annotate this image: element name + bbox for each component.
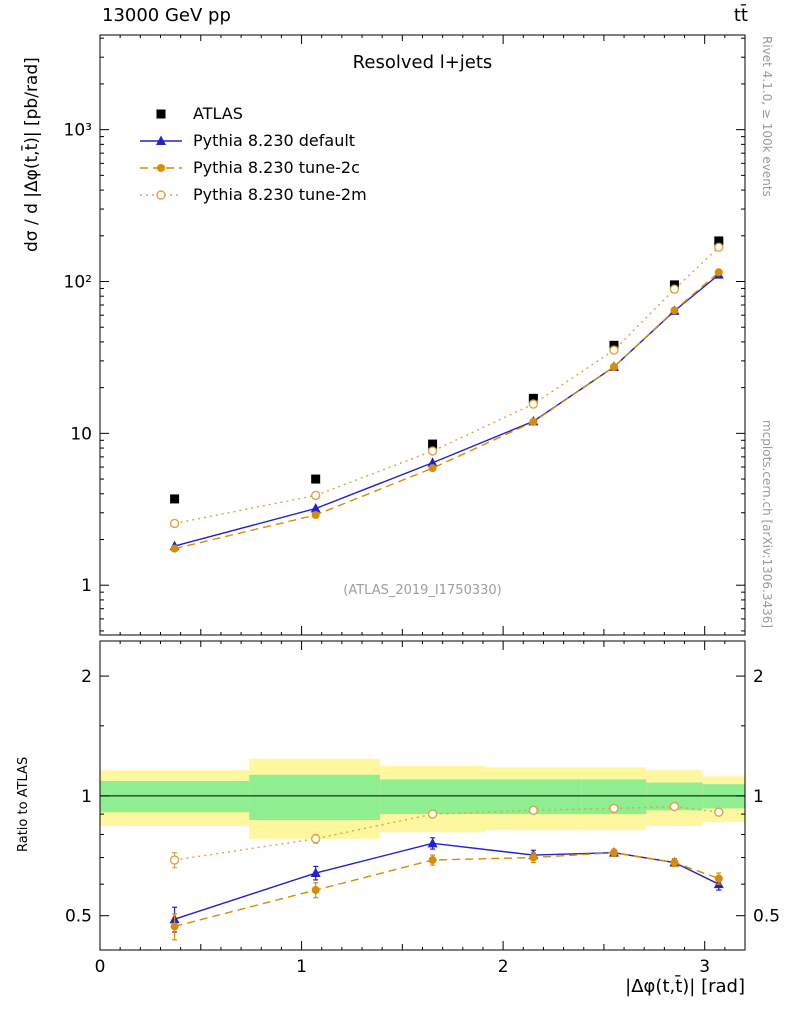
svg-text:2: 2 (753, 667, 764, 687)
svg-text:3: 3 (699, 957, 710, 977)
legend-marker-circle-open-icon (140, 189, 182, 200)
legend-marker-square-filled-icon (156, 109, 166, 118)
beam-energy-label: 13000 GeV pp (102, 5, 231, 26)
x-axis-label: |Δφ(t,t̄)| [rad] (625, 976, 745, 997)
plot-title: Resolved l+jets (352, 52, 493, 73)
svg-text:2: 2 (81, 667, 92, 687)
ratio-y-axis-label: Ratio to ATLAS (16, 756, 31, 852)
svg-text:1: 1 (81, 787, 92, 807)
rivet-version-caption: Rivet 4.1.0, ≥ 100k events (760, 36, 774, 197)
svg-text:0.5: 0.5 (65, 907, 92, 927)
svg-text:1: 1 (81, 576, 92, 596)
process-label: tt̄ (733, 5, 748, 26)
legend-item-label: Pythia 8.230 tune-2c (193, 158, 360, 177)
legend-marker-triangle-filled-icon (140, 135, 182, 145)
legend-marker-circle-filled-icon (140, 163, 182, 172)
legend-item-label: ATLAS (193, 104, 243, 123)
svg-text:0.5: 0.5 (753, 907, 780, 927)
legend-item-label: Pythia 8.230 default (193, 131, 356, 150)
svg-text:1: 1 (753, 787, 764, 807)
svg-text:2: 2 (498, 957, 509, 977)
analysis-watermark: (ATLAS_2019_I1750330) (343, 583, 502, 598)
svg-text:10²: 10² (64, 272, 92, 292)
legend-item: ATLAS (138, 100, 367, 127)
svg-text:0: 0 (95, 957, 106, 977)
svg-text:10³: 10³ (64, 121, 92, 141)
svg-text:1: 1 (296, 957, 307, 977)
main-y-axis-label: dσ / d |Δφ(t,t̄)| [pb/rad] (22, 57, 42, 252)
legend-item: Pythia 8.230 default (138, 127, 367, 154)
legend-item: Pythia 8.230 tune-2c (138, 154, 367, 181)
svg-text:10: 10 (70, 424, 92, 444)
legend-item-label: Pythia 8.230 tune-2m (193, 185, 367, 204)
mcplots-caption: mcplots.cern.ch [arXiv:1306.3436] (760, 420, 774, 629)
legend: ATLAS Pythia 8.230 default Pythia 8.230 tu… (138, 100, 367, 208)
legend-item: Pythia 8.230 tune-2m (138, 181, 367, 208)
